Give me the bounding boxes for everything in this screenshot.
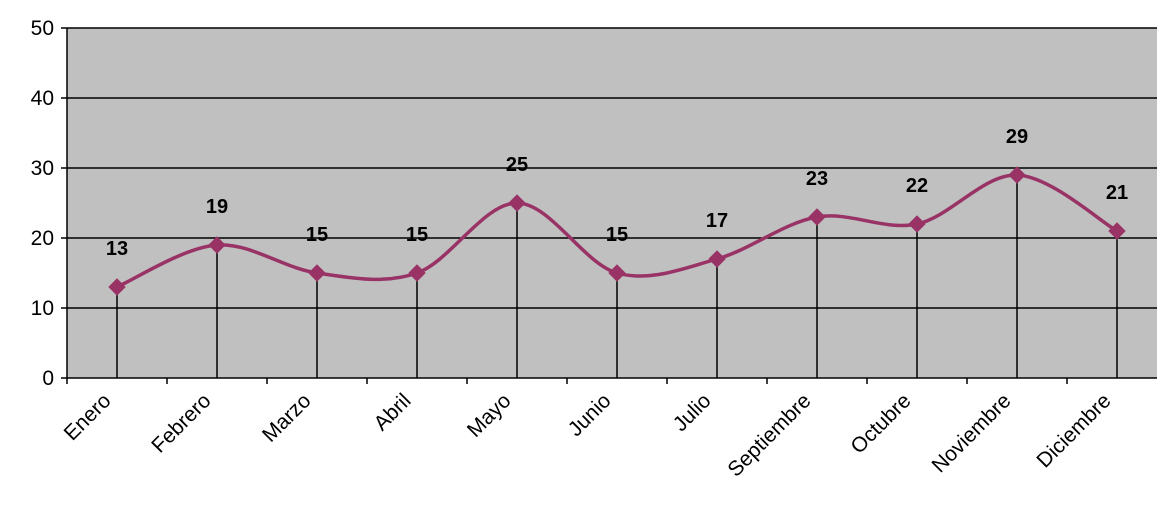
data-point-marker — [308, 264, 326, 282]
y-tick-label: 20 — [31, 227, 54, 250]
data-point-marker — [608, 264, 626, 282]
x-tick-label: Diciembre — [1032, 389, 1115, 472]
x-tick-label: Marzo — [258, 389, 316, 447]
x-tick-label: Noviembre — [927, 389, 1015, 477]
data-point-marker — [1108, 222, 1126, 240]
x-tick-label: Septiembre — [723, 389, 815, 481]
data-labels: 13 19 15 15 25 15 17 23 22 29 21 — [106, 126, 1128, 260]
x-tick-label: Julio — [669, 389, 716, 436]
data-point-marker — [808, 208, 826, 226]
data-label: 23 — [806, 168, 828, 190]
x-tick-label: Febrero — [147, 389, 215, 457]
data-point-marker — [408, 264, 426, 282]
data-label: 17 — [706, 210, 728, 232]
x-tick-label: Junio — [564, 389, 616, 441]
data-point-marker — [1008, 166, 1026, 184]
data-label: 22 — [906, 175, 928, 197]
y-tick-label: 50 — [31, 17, 54, 40]
data-label: 29 — [1006, 126, 1028, 148]
y-tick-label: 30 — [31, 157, 54, 180]
data-point-marker — [508, 194, 526, 212]
x-axis-ticks: Enero Febrero Marzo Abril Mayo Junio Julio Sept… — [60, 378, 1116, 481]
x-tick-label: Abril — [370, 389, 416, 435]
series-markers — [108, 166, 1126, 296]
y-tick-label: 0 — [42, 367, 54, 390]
x-tick-label: Mayo — [463, 389, 516, 442]
data-label: 15 — [606, 224, 628, 246]
data-label: 13 — [106, 238, 128, 260]
y-tick-label: 10 — [31, 297, 54, 320]
data-label: 19 — [206, 196, 228, 218]
data-label: 15 — [306, 224, 328, 246]
data-point-marker — [708, 250, 726, 268]
data-point-marker — [208, 236, 226, 254]
plot-area — [67, 28, 1157, 378]
y-axis-ticks: 0 10 20 30 40 50 — [31, 17, 67, 390]
data-label: 15 — [406, 224, 428, 246]
data-point-marker — [908, 215, 926, 233]
drop-lines — [116, 175, 1118, 378]
data-point-marker — [108, 278, 126, 296]
data-label: 25 — [506, 154, 528, 176]
data-label: 21 — [1106, 182, 1128, 204]
x-tick-label: Octubre — [846, 389, 915, 458]
y-tick-label: 40 — [31, 87, 54, 110]
x-tick-label: Enero — [60, 389, 116, 445]
gridlines — [67, 27, 1157, 309]
